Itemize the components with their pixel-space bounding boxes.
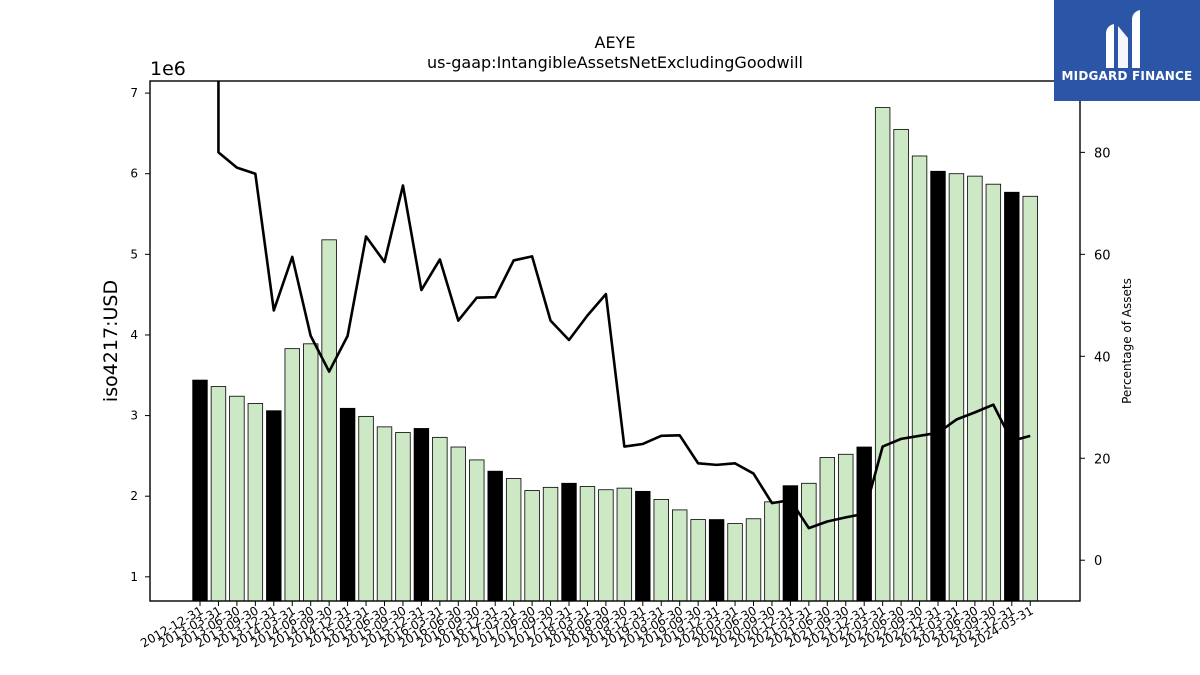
plot-frame	[149, 80, 1081, 602]
bar	[487, 470, 503, 602]
bar	[247, 403, 264, 602]
midgard-logo-icon	[1106, 10, 1140, 68]
bar	[192, 379, 208, 602]
bar	[967, 175, 983, 602]
bar	[838, 453, 854, 602]
bar	[524, 490, 540, 602]
bar	[672, 509, 688, 602]
bar	[469, 459, 485, 602]
bar	[376, 426, 393, 602]
bar	[930, 170, 946, 602]
bar	[542, 486, 559, 602]
bar	[450, 446, 467, 602]
bar	[432, 436, 448, 602]
midgard-finance-logo: MIDGARD FINANCE	[1054, 0, 1200, 101]
bar	[579, 486, 596, 602]
bar	[561, 482, 577, 602]
bar	[598, 489, 614, 602]
bar	[948, 173, 965, 602]
bar	[874, 107, 891, 602]
y-tick-label: 2	[130, 489, 138, 503]
y2-tick-label: 80	[1094, 146, 1111, 161]
bar	[819, 457, 836, 602]
percentage-line	[217, 81, 1031, 530]
bar	[635, 490, 651, 602]
bar	[413, 428, 430, 602]
bar	[1022, 195, 1038, 602]
bar	[358, 415, 374, 602]
chart-title: AEYE	[595, 33, 636, 52]
y2-tick-label: 40	[1094, 350, 1111, 365]
logo-text: MIDGARD FINANCE	[1061, 69, 1193, 83]
bar	[210, 386, 227, 602]
bar	[801, 482, 817, 602]
y-tick-label: 6	[130, 167, 138, 181]
bar	[339, 407, 356, 602]
y-tick-label: 3	[130, 409, 138, 423]
y2-tick-label: 60	[1094, 248, 1111, 263]
bar	[229, 395, 245, 602]
bar	[1004, 191, 1020, 602]
bar	[764, 501, 780, 602]
y-axis-label: iso4217:USD	[100, 280, 122, 402]
bar	[856, 446, 872, 602]
y2-tick-label: 20	[1094, 452, 1111, 467]
bar	[690, 519, 706, 602]
bar	[505, 478, 522, 602]
bar	[321, 239, 337, 602]
bar	[893, 128, 909, 602]
y2-axis-label: Percentage of Assets	[1120, 278, 1134, 404]
y-tick-label: 5	[130, 247, 138, 261]
y-tick-label: 1	[130, 570, 138, 584]
bar	[708, 519, 725, 602]
bar	[782, 485, 799, 602]
bar	[911, 155, 928, 602]
y-tick-label: 7	[130, 86, 138, 100]
bar	[616, 487, 633, 602]
bar	[653, 499, 669, 602]
bar	[302, 343, 319, 602]
bar	[284, 348, 300, 602]
bar	[745, 518, 762, 602]
y2-tick-label: 0	[1094, 554, 1102, 569]
y-tick-label: 4	[130, 328, 138, 342]
y-offset-label: 1e6	[150, 58, 186, 80]
chart-subtitle: us-gaap:IntangibleAssetsNetExcludingGood…	[427, 53, 803, 72]
bar	[395, 432, 411, 602]
bar	[727, 523, 743, 602]
bar	[985, 183, 1002, 602]
bar	[266, 410, 282, 602]
